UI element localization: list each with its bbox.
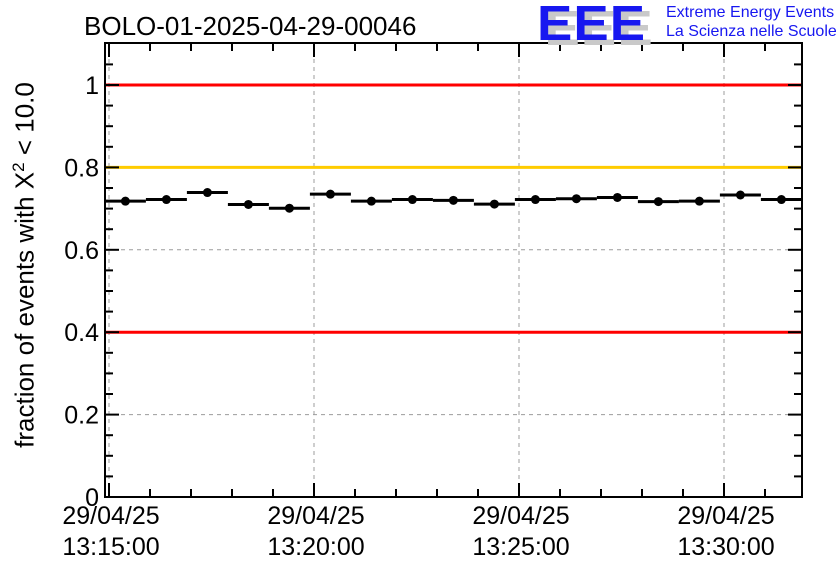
eee-logo-line1: Extreme Energy Events bbox=[666, 4, 835, 21]
y-axis-title-suffix: < 10.0 bbox=[9, 82, 40, 163]
eee-logo: EEE Extreme Energy Events La Scienza nel… bbox=[536, 0, 836, 56]
x-tick-label-date: 29/04/25 bbox=[62, 502, 159, 530]
y-tick-label: 0.2 bbox=[64, 402, 99, 430]
data-point-marker bbox=[243, 199, 253, 209]
data-point-marker bbox=[489, 199, 499, 209]
data-point-marker bbox=[571, 194, 581, 204]
data-point-marker bbox=[366, 196, 376, 206]
y-tick-label: 0.4 bbox=[64, 319, 99, 347]
y-axis-title-prefix: fraction of events with X bbox=[9, 171, 40, 448]
eee-logo-letters: EEE bbox=[537, 0, 647, 51]
x-tick-label-date: 29/04/25 bbox=[472, 502, 569, 530]
y-tick-label: 0.6 bbox=[64, 237, 99, 265]
data-point-marker bbox=[161, 195, 171, 205]
data-point-marker bbox=[407, 195, 417, 205]
plot-title: BOLO-01-2025-04-29-00046 bbox=[84, 11, 417, 41]
data-point-marker bbox=[448, 195, 458, 205]
data-point-marker bbox=[653, 197, 663, 207]
plot-frame bbox=[104, 42, 803, 498]
y-axis-title-superscript: 2 bbox=[9, 162, 28, 172]
data-point-marker bbox=[120, 196, 130, 206]
x-tick-label-date: 29/04/25 bbox=[267, 502, 364, 530]
eee-logo-text: Extreme Energy Events La Scienza nelle S… bbox=[666, 3, 836, 41]
x-tick-label-time: 13:30:00 bbox=[677, 533, 774, 561]
y-tick-label: 1 bbox=[85, 72, 99, 100]
data-point-marker bbox=[530, 195, 540, 205]
y-axis-title: fraction of events with X2 < 10.0 bbox=[9, 45, 45, 485]
x-tick-label-date: 29/04/25 bbox=[677, 502, 774, 530]
x-tick-label-time: 13:20:00 bbox=[267, 533, 364, 561]
data-point-marker bbox=[735, 190, 745, 200]
x-tick-label-time: 13:25:00 bbox=[472, 533, 569, 561]
y-tick-label: 0 bbox=[85, 484, 99, 512]
data-point-marker bbox=[694, 196, 704, 206]
data-point-marker bbox=[612, 192, 622, 202]
data-point-marker bbox=[284, 203, 294, 213]
y-tick-label: 0.8 bbox=[64, 154, 99, 182]
data-point-marker bbox=[776, 195, 786, 205]
data-point-marker bbox=[325, 189, 335, 199]
eee-logo-line2: La Scienza nelle Scuole bbox=[666, 23, 836, 40]
data-point-marker bbox=[202, 188, 212, 198]
x-tick-label-time: 13:15:00 bbox=[62, 533, 159, 561]
